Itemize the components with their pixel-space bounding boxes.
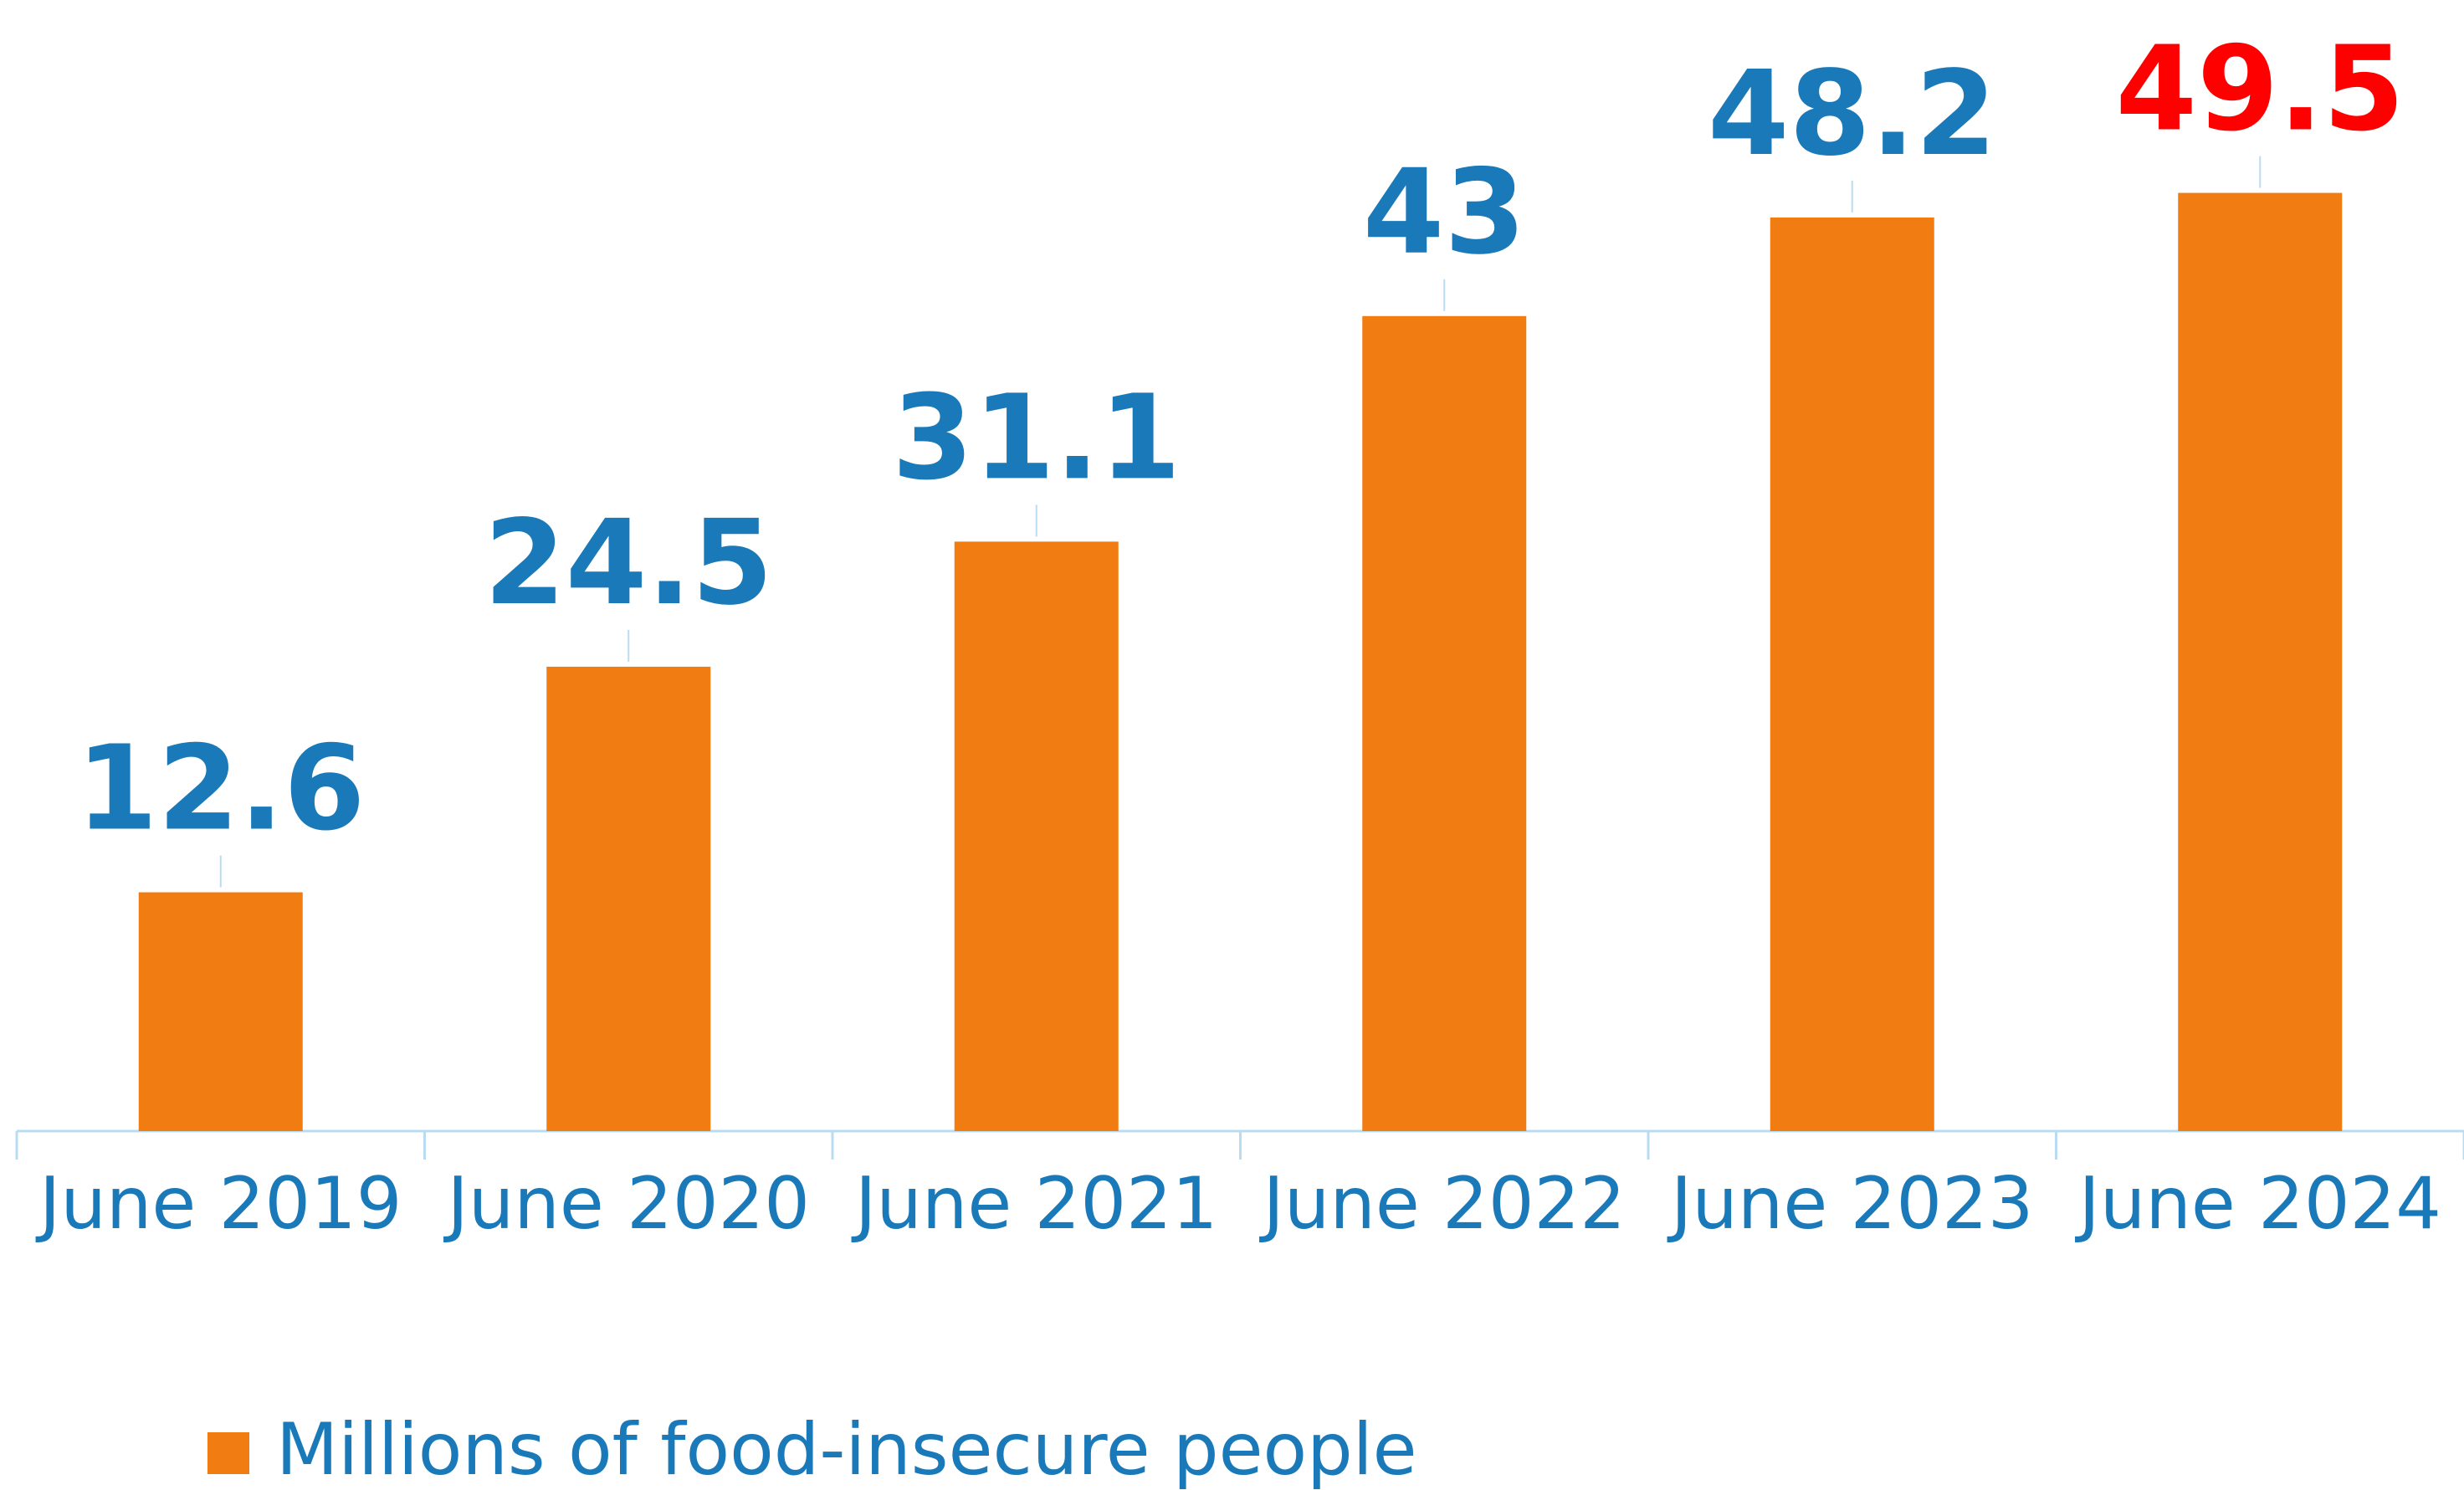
data-label: 49.5	[2116, 22, 2405, 158]
bar	[954, 541, 1119, 1131]
data-label: 12.6	[76, 721, 365, 858]
bar	[138, 892, 303, 1131]
data-label: 24.5	[484, 495, 773, 632]
bar	[2178, 192, 2343, 1131]
bar	[1362, 315, 1527, 1131]
x-tick-label: June 2023	[1667, 1162, 2034, 1246]
data-label: 48.2	[1708, 46, 1996, 182]
x-tick-label: June 2020	[443, 1162, 811, 1246]
x-tick-label: June 2024	[2075, 1162, 2442, 1246]
x-tick-label: June 2021	[851, 1162, 1218, 1246]
legend-label: Millions of food-insecure people	[276, 1408, 1417, 1490]
data-label: 43	[1363, 145, 1526, 281]
x-tick-label: June 2022	[1259, 1162, 1626, 1246]
data-label: 31.1	[892, 370, 1181, 506]
x-tick-label: June 2019	[35, 1162, 402, 1246]
legend: Millions of food-insecure people	[207, 1408, 1417, 1490]
bar	[1770, 218, 1934, 1131]
bar	[546, 666, 711, 1131]
plot-area: 12.6 June 2019 24.5 June 2020 31.1 June 2021 4…	[15, 22, 2464, 1246]
legend-swatch	[207, 1432, 249, 1474]
